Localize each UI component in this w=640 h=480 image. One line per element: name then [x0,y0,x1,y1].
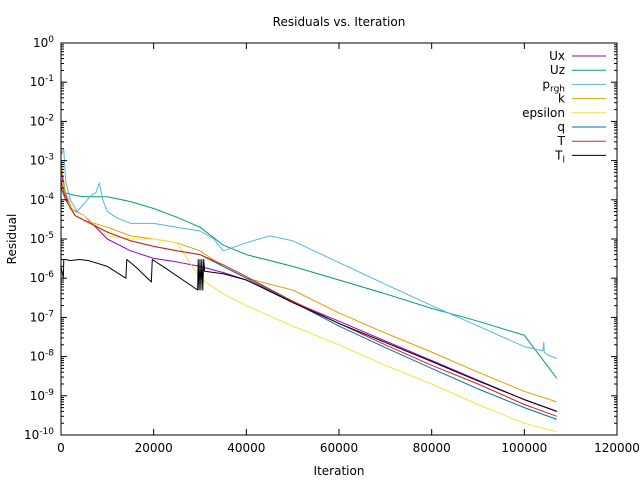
y-tick-label: 10-6 [30,270,55,285]
series-line-uz [60,180,558,379]
chart-title: Residuals vs. Iteration [273,15,406,29]
y-tick-label: 10-3 [30,153,54,168]
legend-item-q: q [557,120,606,134]
x-axis-ticks: 0 20000 40000 60000 80000 100000 120000 [57,43,640,455]
legend-item-p-rgh: prgh [542,77,606,94]
x-tick-label: 60000 [320,441,358,455]
x-tick-label: 120000 [594,441,640,455]
series-lines [60,148,558,433]
legend-label: Uz [550,63,565,77]
x-axis-label: Iteration [314,464,365,478]
y-axis-ticks: 100 10-1 10-2 10-3 10-4 10-5 10-6 10-7 10-8 10-9 1… [24,35,617,442]
legend-item-ux: Ux [549,49,606,63]
x-tick-label: 80000 [413,441,451,455]
legend-label: Ux [549,49,565,63]
y-tick-label: 10-9 [30,388,55,403]
x-tick-label: 0 [57,441,65,455]
legend-item-uz: Uz [550,63,606,77]
y-tick-label: 10-10 [24,427,54,442]
series-line-k [60,164,557,403]
x-tick-label: 20000 [135,441,173,455]
legend-label: T [557,134,566,148]
y-tick-label: 10-5 [30,231,54,246]
y-tick-label: 10-4 [30,192,55,207]
legend-label: epsilon [522,106,565,120]
legend-label: q [557,120,565,134]
y-axis-label: Residual [5,214,19,265]
legend-label: prgh [542,77,565,94]
y-tick-label: 100 [33,35,54,50]
legend-item-t-l: Tl [554,148,606,165]
y-tick-label: 10-7 [30,309,54,324]
series-line-t-l [60,259,557,412]
y-tick-label: 10-1 [30,74,54,89]
series-line-epsilon [60,176,557,433]
series-line-q [60,187,557,420]
y-tick-label: 10-8 [30,349,55,364]
x-tick-label: 100000 [501,441,547,455]
legend-label: Tl [554,148,565,165]
series-line-t [60,180,557,417]
y-tick-label: 10-2 [30,113,54,128]
x-tick-label: 40000 [227,441,265,455]
legend-item-epsilon: epsilon [522,106,606,120]
legend-label: k [558,92,565,106]
legend-item-k: k [558,92,606,106]
legend-item-t: T [557,134,606,148]
series-line-p-rgh [60,148,557,359]
